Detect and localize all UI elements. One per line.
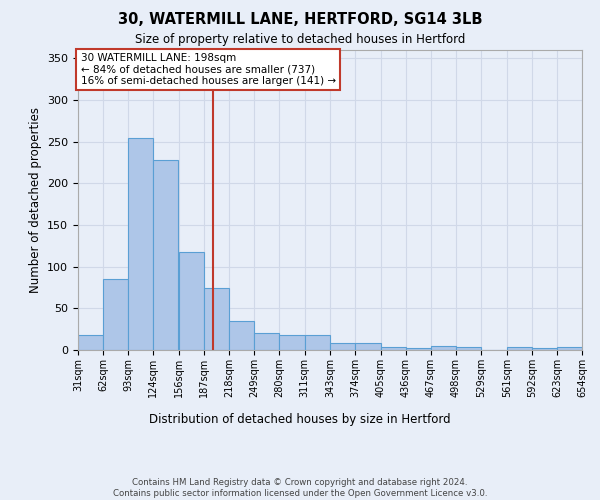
Text: 30 WATERMILL LANE: 198sqm
← 84% of detached houses are smaller (737)
16% of semi: 30 WATERMILL LANE: 198sqm ← 84% of detac…	[80, 53, 335, 86]
Bar	[507, 346, 532, 350]
Bar	[532, 348, 557, 350]
Bar	[103, 279, 128, 350]
Bar	[331, 342, 355, 350]
Bar	[406, 348, 431, 350]
Bar	[153, 160, 178, 350]
Bar	[355, 342, 380, 350]
Text: Contains HM Land Registry data © Crown copyright and database right 2024.
Contai: Contains HM Land Registry data © Crown c…	[113, 478, 487, 498]
Bar	[456, 346, 481, 350]
Y-axis label: Number of detached properties: Number of detached properties	[29, 107, 41, 293]
Bar	[204, 288, 229, 350]
Bar	[431, 346, 456, 350]
Bar	[179, 252, 204, 350]
Text: 30, WATERMILL LANE, HERTFORD, SG14 3LB: 30, WATERMILL LANE, HERTFORD, SG14 3LB	[118, 12, 482, 28]
Bar	[78, 335, 103, 350]
Bar	[254, 334, 280, 350]
Bar	[280, 335, 305, 350]
Text: Size of property relative to detached houses in Hertford: Size of property relative to detached ho…	[135, 32, 465, 46]
Bar	[380, 346, 406, 350]
Bar	[229, 321, 254, 350]
Text: Distribution of detached houses by size in Hertford: Distribution of detached houses by size …	[149, 412, 451, 426]
Bar	[305, 335, 329, 350]
Bar	[128, 138, 153, 350]
Bar	[557, 346, 582, 350]
